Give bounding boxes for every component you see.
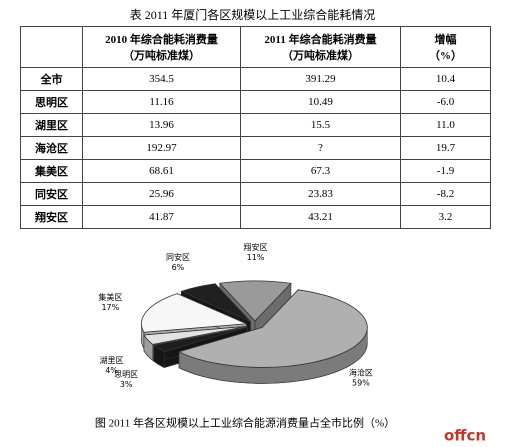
table-row: 湖里区 13.96 15.5 11.0 (20, 113, 491, 137)
row-label: 海沧区 (20, 136, 83, 160)
row-label: 翔安区 (20, 205, 83, 229)
row-label: 思明区 (20, 90, 83, 114)
table-row: 翔安区 41.87 43.21 3.2 (20, 205, 491, 229)
slice (180, 283, 251, 322)
table-cell: 19.7 (400, 136, 491, 160)
table-row: 集美区 68.61 67.3 -1.9 (20, 159, 491, 183)
header-text: （%） (429, 50, 462, 62)
slice-value-label: 11% (247, 253, 265, 262)
header-text: 增幅 (434, 34, 457, 46)
table-cell: 23.83 (240, 182, 401, 206)
slice-value-label: 6% (172, 263, 185, 272)
row-label: 全市 (20, 67, 83, 91)
table-cell: 41.87 (82, 205, 241, 229)
table-cell: 192.97 (82, 136, 241, 160)
slice (141, 293, 247, 333)
slice-value-label: 59% (352, 378, 370, 387)
table-title: 表 2011 年厦门各区规模以上工业综合能耗情况 (129, 8, 376, 22)
table-cell: 354.5 (82, 67, 241, 91)
slice (152, 326, 248, 352)
table-cell: 43.21 (240, 205, 401, 229)
slice-name: 思明区 (114, 370, 138, 379)
header-row: 2010 年综合能耗消费量 （万吨标准煤） 2011 年综合能耗消费量 （万吨标准煤）… (20, 26, 491, 68)
table: 2010 年综合能耗消费量 （万吨标准煤） 2011 年综合能耗消费量 （万吨标准煤）… (20, 26, 491, 229)
header-cell (20, 26, 83, 68)
table-cell: 67.3 (240, 159, 401, 183)
table-row: 思明区 11.16 10.49 -6.0 (20, 90, 491, 114)
slice-value-label: 17% (101, 303, 119, 312)
table-row: 海沧区 192.97? 19.7 (20, 136, 491, 160)
table-cell: 68.61 (82, 159, 241, 183)
slice-name: 海沧区 (349, 367, 373, 377)
table-cell: -8.2 (400, 182, 491, 206)
header-text: 2010 年综合能耗消费量 (105, 34, 218, 46)
header-text: （万吨标准煤） (282, 50, 359, 62)
slice-name: 同安区 (166, 252, 190, 262)
header-text: 2011 年综合能耗消费量 (264, 34, 377, 46)
slice (143, 325, 247, 345)
header-cell: 增幅 （%） (400, 26, 491, 68)
table-cell: ? (240, 136, 401, 160)
slice-value-label: 4% (105, 366, 118, 375)
table-cell: 391.29 (240, 67, 401, 91)
slice (177, 289, 368, 368)
table-cell: -6.0 (400, 90, 491, 114)
header-cell: 2010 年综合能耗消费量 （万吨标准煤） (82, 26, 241, 68)
table-cell: 11.0 (400, 113, 491, 137)
header-cell: 2011 年综合能耗消费量 （万吨标准煤） (240, 26, 401, 68)
table-cell: 10.49 (240, 90, 401, 114)
row-label: 集美区 (20, 159, 83, 183)
slice-name: 集美区 (98, 292, 122, 302)
table-cell: 3.2 (400, 205, 491, 229)
figure-caption: 图 2011 年各区规模以上工业综合能源消费量占全市比例（%） (95, 416, 395, 430)
slice-name: 湖里区 (100, 356, 124, 365)
table-row: 全市 354.5 391.29 10.4 (20, 67, 491, 91)
slice-name: 翔安区 (244, 242, 268, 252)
header-text: （万吨标准煤） (123, 50, 200, 62)
watermark: offcn (444, 427, 486, 445)
slice (218, 280, 292, 322)
slice-value-label: 3% (120, 380, 133, 389)
